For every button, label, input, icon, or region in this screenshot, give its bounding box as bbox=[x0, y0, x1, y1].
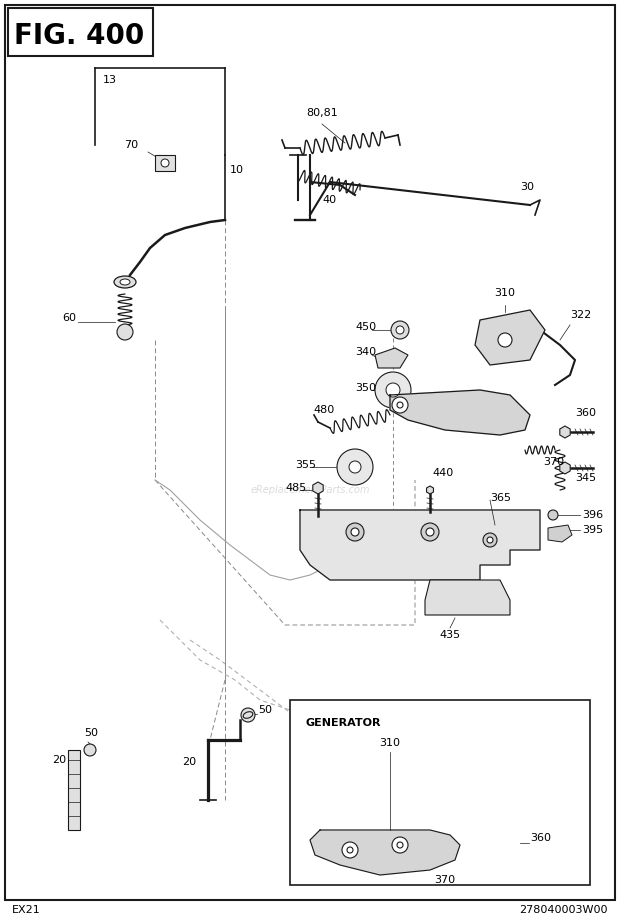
Circle shape bbox=[349, 461, 361, 473]
Polygon shape bbox=[560, 426, 570, 438]
Text: 278040003W00: 278040003W00 bbox=[520, 905, 608, 915]
Text: 350: 350 bbox=[355, 383, 376, 393]
Text: FIG. 400: FIG. 400 bbox=[14, 22, 144, 50]
Polygon shape bbox=[548, 525, 572, 542]
Circle shape bbox=[392, 397, 408, 413]
Circle shape bbox=[483, 533, 497, 547]
Text: eReplacementParts.com: eReplacementParts.com bbox=[250, 485, 370, 495]
Polygon shape bbox=[427, 486, 433, 494]
Circle shape bbox=[498, 333, 512, 347]
Text: 360: 360 bbox=[575, 408, 596, 418]
Text: 370: 370 bbox=[435, 875, 456, 885]
Text: 13: 13 bbox=[103, 75, 117, 85]
Circle shape bbox=[375, 372, 411, 408]
Bar bbox=[68, 750, 80, 830]
Circle shape bbox=[342, 842, 358, 858]
Text: 365: 365 bbox=[490, 493, 511, 503]
Polygon shape bbox=[313, 482, 323, 494]
Circle shape bbox=[487, 537, 493, 543]
Circle shape bbox=[346, 523, 364, 541]
Polygon shape bbox=[475, 310, 545, 365]
Bar bbox=[8, 8, 153, 56]
Text: 60: 60 bbox=[62, 313, 76, 323]
Text: 360: 360 bbox=[530, 833, 551, 843]
Text: 50: 50 bbox=[258, 705, 272, 715]
Circle shape bbox=[426, 528, 434, 536]
Circle shape bbox=[337, 449, 373, 485]
Circle shape bbox=[386, 383, 400, 397]
Text: 70: 70 bbox=[124, 140, 138, 150]
Ellipse shape bbox=[120, 279, 130, 285]
Ellipse shape bbox=[243, 712, 253, 718]
Circle shape bbox=[351, 528, 359, 536]
Polygon shape bbox=[300, 510, 540, 580]
Text: 30: 30 bbox=[520, 182, 534, 192]
Bar bbox=[155, 155, 175, 171]
Circle shape bbox=[391, 321, 409, 339]
Text: 10: 10 bbox=[230, 165, 244, 175]
Text: 80,81: 80,81 bbox=[306, 108, 338, 118]
Polygon shape bbox=[390, 390, 530, 435]
Circle shape bbox=[421, 523, 439, 541]
Circle shape bbox=[241, 708, 255, 722]
Circle shape bbox=[161, 159, 169, 167]
Text: 322: 322 bbox=[570, 310, 591, 320]
Polygon shape bbox=[310, 830, 460, 875]
Circle shape bbox=[397, 402, 403, 408]
Ellipse shape bbox=[114, 276, 136, 288]
Text: 485: 485 bbox=[285, 483, 306, 493]
Text: GENERATOR: GENERATOR bbox=[305, 718, 381, 728]
Circle shape bbox=[117, 324, 133, 340]
Text: 20: 20 bbox=[182, 757, 196, 767]
Text: 40: 40 bbox=[322, 195, 336, 205]
Text: 355: 355 bbox=[295, 460, 316, 470]
Circle shape bbox=[397, 842, 403, 848]
Circle shape bbox=[548, 510, 558, 520]
Circle shape bbox=[84, 744, 96, 756]
Polygon shape bbox=[425, 580, 510, 615]
Text: 395: 395 bbox=[582, 525, 603, 535]
Text: 340: 340 bbox=[355, 347, 376, 357]
Text: 450: 450 bbox=[355, 322, 376, 332]
Text: 310: 310 bbox=[495, 288, 515, 298]
Text: EX21: EX21 bbox=[12, 905, 41, 915]
Text: 480: 480 bbox=[313, 405, 334, 415]
Circle shape bbox=[392, 837, 408, 853]
Polygon shape bbox=[461, 838, 469, 848]
Text: 50: 50 bbox=[84, 728, 98, 738]
Text: 20: 20 bbox=[52, 755, 66, 765]
Text: 440: 440 bbox=[432, 468, 453, 478]
Text: 370: 370 bbox=[543, 457, 564, 467]
Text: 435: 435 bbox=[440, 630, 461, 640]
Text: 310: 310 bbox=[379, 738, 401, 748]
Text: 345: 345 bbox=[575, 473, 596, 483]
Circle shape bbox=[347, 847, 353, 853]
Polygon shape bbox=[375, 348, 408, 368]
Circle shape bbox=[396, 326, 404, 334]
Bar bbox=[290, 700, 590, 885]
Polygon shape bbox=[560, 462, 570, 474]
Text: 396: 396 bbox=[582, 510, 603, 520]
